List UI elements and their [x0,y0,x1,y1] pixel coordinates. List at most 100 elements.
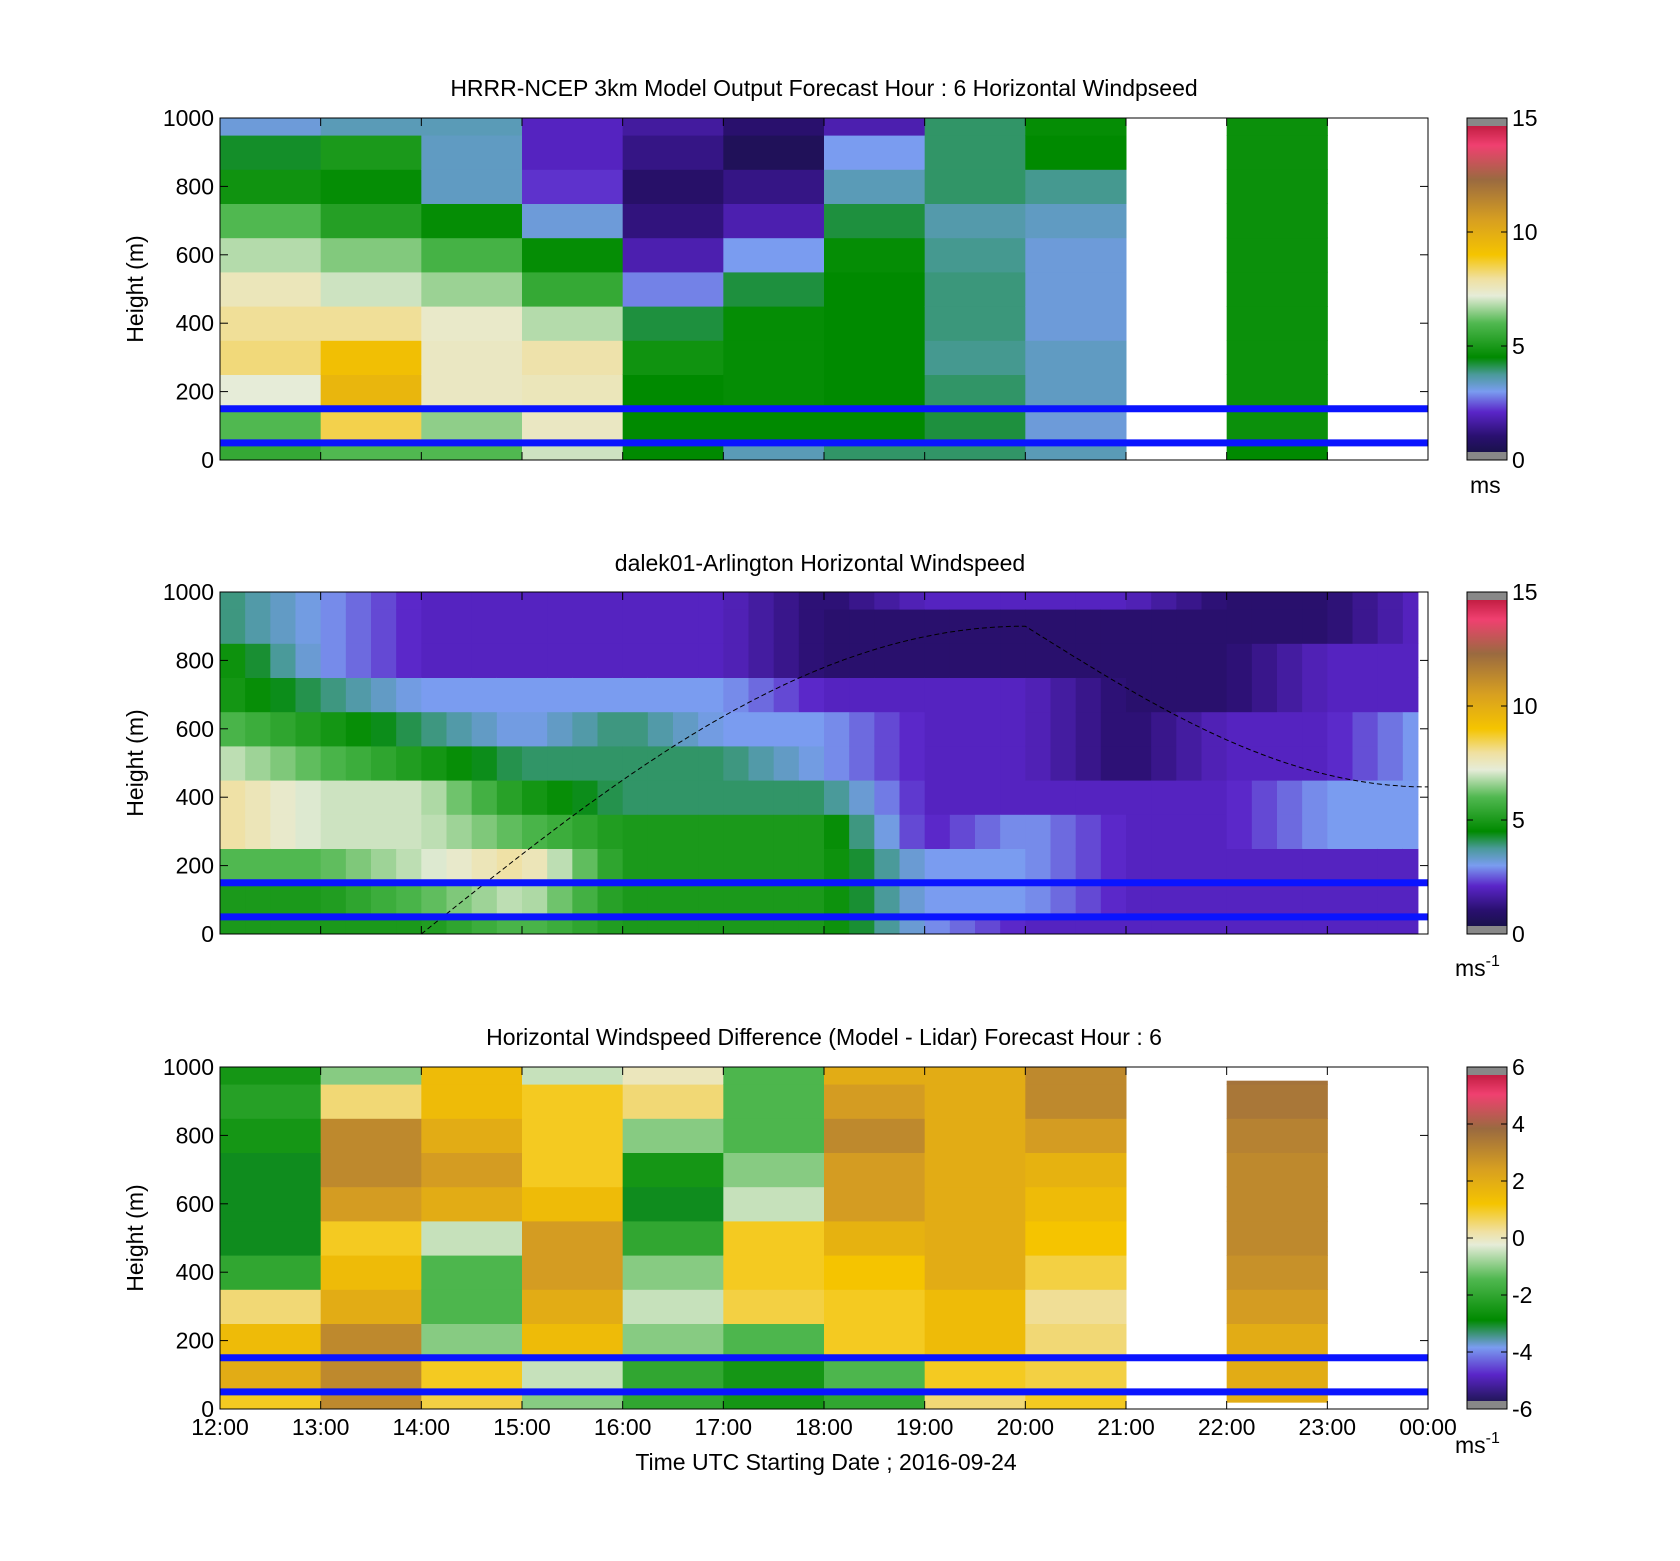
heatmap-cell [1151,745,1177,781]
heatmap-cell [270,592,296,610]
heatmap-cell [220,677,246,713]
heatmap-cell [874,916,900,934]
heatmap-cell [622,1323,724,1359]
x-ticks [219,592,1429,934]
heatmap-cell [849,711,875,747]
heatmap-cell [773,882,800,918]
heatmap-cell [522,237,624,273]
heatmap-cell [396,643,422,678]
heatmap-cell [421,408,523,444]
heatmap-cell [446,643,473,678]
heatmap-cell [1327,677,1353,713]
x-axis-label: Time UTC Starting Date ; 2016-09-24 [635,1449,1017,1475]
heatmap-cell [1151,643,1177,678]
heatmap-cell [547,882,573,918]
heatmap-cell [698,780,724,815]
heatmap-cell [1377,677,1404,713]
heatmap-cell [949,609,976,644]
heatmap-cell [1352,882,1379,918]
heatmap-cell [647,643,674,678]
heatmap-cell [824,442,926,460]
heatmap-cell [421,677,447,713]
heatmap-cell [723,711,749,747]
heatmap-cell [723,780,749,815]
colorbar-ramp [1467,118,1507,460]
heatmap-cell [1226,1323,1328,1359]
heatmap-cell [371,677,397,713]
heatmap-cell [320,643,347,678]
heatmap-cell [1151,677,1177,713]
heatmap-cell [446,711,473,747]
heatmap-cell [723,118,825,136]
heatmap-cell [1176,711,1202,747]
heatmap-cell [597,882,624,918]
heatmap-cell [1277,814,1303,849]
heatmap-cell [547,814,573,849]
heatmap-cell [824,237,926,273]
heatmap-cell [622,1186,724,1222]
heatmap-cell [220,814,246,849]
heatmap-cell [1377,592,1404,610]
heatmap-cell [522,643,548,678]
heatmap-cell [220,1391,322,1409]
heatmap-cell [320,1323,422,1359]
colorbar-ticks: 0 5 10 15 [1467,579,1538,947]
heatmap-cell [1025,592,1051,610]
heatmap-cell [622,203,724,239]
heatmap-cell [723,643,749,678]
heatmap-cell [1327,592,1353,610]
heatmap-cell [446,882,473,918]
colorbar-ticks: 0 5 10 15 [1467,105,1538,473]
heatmap-cell [1226,592,1253,610]
heatmap-cell [597,814,624,849]
heatmap-cell [547,916,573,934]
heatmap-cell [698,814,724,849]
heatmap-cell [471,745,498,781]
heatmap-cell [824,1186,926,1222]
heatmap-cell [824,745,850,781]
colorbar: 0 5 10 15 ms [1466,105,1538,498]
heatmap-cell [496,780,523,815]
heatmap-cell [320,780,347,815]
y-tick-label: 0 [201,921,214,947]
heatmap-cell [1025,442,1127,460]
heatmap-cell [295,609,322,644]
heatmap-cell [824,780,850,815]
heatmap-cell [1000,882,1026,918]
heatmap-cell [421,1323,523,1359]
heatmap-cell [220,374,322,410]
heatmap-cell [572,916,598,934]
heatmap-cell [1226,711,1253,747]
heatmap-cell [874,814,900,849]
x-tick-label: 15:00 [493,1414,551,1440]
heatmap-cell [1226,1357,1328,1393]
heatmap-cell [622,745,649,781]
heatmap-cell [1251,592,1278,610]
heatmap-cell [924,1084,1026,1119]
colorbar-tick-label: -4 [1512,1339,1533,1365]
heatmap-cell [874,882,900,918]
heatmap-cell [1226,1084,1328,1119]
heatmap-cell [673,814,699,849]
heatmap-cell [899,711,926,747]
heatmap-cell [949,916,976,934]
heatmap-cell [924,1067,1026,1085]
heatmap-cell [1352,780,1379,815]
heatmap-cell [1277,592,1303,610]
heatmap-cell [1302,780,1328,815]
heatmap-cell [1025,1220,1127,1256]
heatmap-cell [874,677,900,713]
heatmap-cell [1075,848,1102,884]
heatmap-cell [522,169,624,204]
heatmap-cell [1201,848,1228,884]
y-tick-label: 200 [176,379,214,405]
heatmap-cell [597,643,624,678]
heatmap-cell [622,882,649,918]
heatmap-cell [622,374,724,410]
heatmap-cell [270,848,296,884]
heatmap-cell [1025,1357,1127,1393]
heatmap-cell [471,848,498,884]
heatmap-cell [647,814,674,849]
heatmap-cell [1050,592,1077,610]
heatmap-cell [295,677,322,713]
